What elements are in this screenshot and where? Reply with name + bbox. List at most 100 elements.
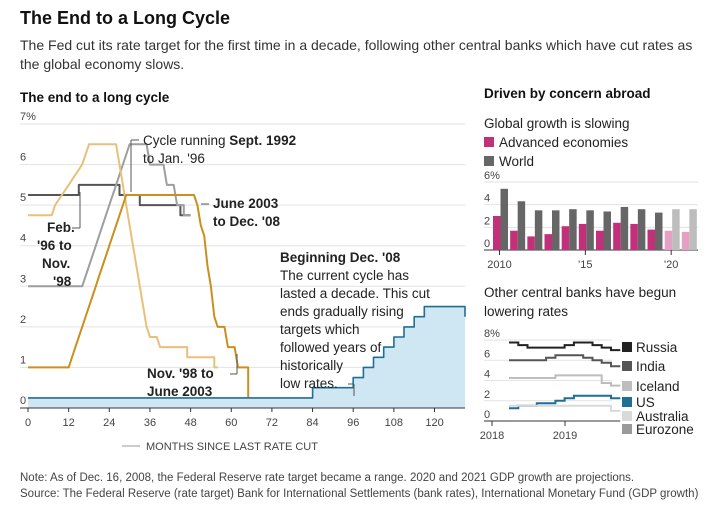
y-tick-label: 4 xyxy=(20,233,26,245)
world-bar xyxy=(689,209,697,250)
svg-text:Cycle running Sept. 1992: Cycle running Sept. 1992 xyxy=(143,133,296,148)
svg-text:Beginning Dec. '08: Beginning Dec. '08 xyxy=(280,250,401,265)
legend-swatch-iceland xyxy=(622,381,632,391)
svg-text:'96 to: '96 to xyxy=(37,238,72,253)
world-bar xyxy=(620,206,629,250)
world-bar xyxy=(500,188,508,250)
bank-y-tick-label: 6 xyxy=(484,348,490,360)
source-text: Source: The Federal Reserve (rate target… xyxy=(20,488,699,500)
x-tick-label: 108 xyxy=(385,417,403,429)
cycle_2003-line xyxy=(28,194,250,408)
x-tick-label: 120 xyxy=(425,417,443,429)
x-tick-label: 36 xyxy=(144,417,156,429)
x-tick-label: 84 xyxy=(306,417,318,429)
page-subtitle: The Fed cut its rate target for the firs… xyxy=(20,37,693,72)
bank-y-tick-label: 0 xyxy=(484,409,490,421)
svg-text:MONTHS SINCE LAST RATE CUT: MONTHS SINCE LAST RATE CUT xyxy=(146,441,318,453)
banks-chart-title-1: Other central banks have begun xyxy=(484,285,676,300)
bar-y-tick-label: 6% xyxy=(484,170,500,182)
bank-y-tick-label: 8% xyxy=(484,328,500,340)
cycle_2008-area xyxy=(28,306,465,408)
legend-label-eurozone: Eurozone xyxy=(636,422,694,437)
legend-label-india: India xyxy=(636,359,666,374)
bank-line-australia xyxy=(509,404,621,412)
world-bar xyxy=(586,210,594,250)
advanced-bar xyxy=(527,236,535,250)
legend-world: World xyxy=(484,154,534,169)
advanced-bar xyxy=(613,222,621,250)
legend-swatch-us xyxy=(622,397,632,407)
advanced-bar xyxy=(630,223,638,250)
y-tick-label: 6 xyxy=(20,152,26,164)
legend-label-australia: Australia xyxy=(636,409,689,424)
bar-x-tick-label: '15 xyxy=(578,259,592,271)
svg-text:June 2003: June 2003 xyxy=(213,196,279,211)
x-tick-label: 12 xyxy=(63,417,75,429)
central-bank-chart: 0 2 4 6 8% 2018 2019 Russia India IcelandUSAustra… xyxy=(480,328,694,442)
chart-heading-left: The end to a long cycle xyxy=(20,90,170,105)
bank-line-russia xyxy=(509,341,621,352)
y-tick-label: 5 xyxy=(20,192,26,204)
svg-text:Feb.: Feb. xyxy=(47,220,75,235)
bank-x-tick-label: 2019 xyxy=(553,430,577,442)
advanced-bar xyxy=(681,231,690,250)
gdp-bar-chart: 0 2 4 6% 2010 '15 '20 xyxy=(484,170,698,271)
advanced-bar xyxy=(561,226,570,250)
annotation-1996: Feb. '96 to Nov. '98 xyxy=(37,192,81,289)
world-bar xyxy=(655,212,663,250)
world-bar xyxy=(517,201,526,250)
svg-text:'98: '98 xyxy=(53,274,72,289)
bank-x-tick-label: 2018 xyxy=(480,430,504,442)
x-tick-label: 48 xyxy=(184,417,196,429)
main-series xyxy=(28,143,466,408)
legend-label-iceland: Iceland xyxy=(636,379,680,394)
world-bar xyxy=(534,210,543,250)
bar-chart-title: Global growth is slowing xyxy=(484,116,630,131)
svg-text:targets which: targets which xyxy=(280,322,360,337)
world-bar xyxy=(569,209,577,250)
svg-text:followed years of: followed years of xyxy=(280,340,382,355)
banks-chart-title-2: lowering rates xyxy=(484,304,568,319)
annotation-2008: Beginning Dec. '08 The current cycle has… xyxy=(280,250,430,396)
footnotes: Note: As of Dec. 16, 2008, the Federal R… xyxy=(20,470,710,502)
x-tick-label: 72 xyxy=(266,417,278,429)
svg-text:Advanced economies: Advanced economies xyxy=(499,135,628,150)
legend-label-us: US xyxy=(636,395,655,410)
svg-text:low rates.: low rates. xyxy=(280,376,338,391)
svg-text:to Jan. '96: to Jan. '96 xyxy=(143,151,205,166)
main-gridlines xyxy=(20,123,465,368)
svg-text:Nov. '98 to: Nov. '98 to xyxy=(147,366,214,381)
y-tick-label: 0 xyxy=(20,395,26,407)
world-bar xyxy=(552,210,560,250)
bar-y-tick-label: 2 xyxy=(484,215,490,227)
cycle_1998-line xyxy=(28,143,218,369)
bar-y-tick-label: 4 xyxy=(484,193,490,205)
legend-label-russia: Russia xyxy=(636,340,678,355)
bank-line-iceland xyxy=(509,374,621,387)
page-title: The End to a Long Cycle xyxy=(20,8,231,28)
world-bar xyxy=(672,209,680,250)
y-tick-label: 3 xyxy=(20,273,26,285)
legend-swatch-india xyxy=(622,361,632,371)
y-tick-label: 2 xyxy=(20,314,26,326)
svg-text:historically: historically xyxy=(280,358,343,373)
advanced-bar xyxy=(493,216,501,250)
x-tick-label: 0 xyxy=(25,417,31,429)
advanced-bar xyxy=(510,230,518,250)
cycle_1996-line xyxy=(28,143,191,288)
bank-y-tick-label: 4 xyxy=(484,369,490,381)
legend-swatch-australia xyxy=(622,411,632,421)
world-bar xyxy=(603,211,611,250)
x-axis-title: MONTHS SINCE LAST RATE CUT xyxy=(122,441,318,453)
bar-x-tick-label: '20 xyxy=(664,259,678,271)
svg-text:lasted a decade. This cut: lasted a decade. This cut xyxy=(280,286,430,301)
annotation-1998: Nov. '98 to June 2003 xyxy=(147,354,238,399)
annotation-2003: June 2003 to Dec. '08 xyxy=(201,196,280,229)
svg-text:World: World xyxy=(499,154,534,169)
legend-swatch-eurozone xyxy=(622,424,632,434)
advanced-bar xyxy=(596,230,604,250)
annotation-1992: Cycle running Sept. 1992 to Jan. '96 xyxy=(130,133,296,192)
y-tick-label: 1 xyxy=(20,354,26,366)
bank-line-india xyxy=(509,354,621,368)
